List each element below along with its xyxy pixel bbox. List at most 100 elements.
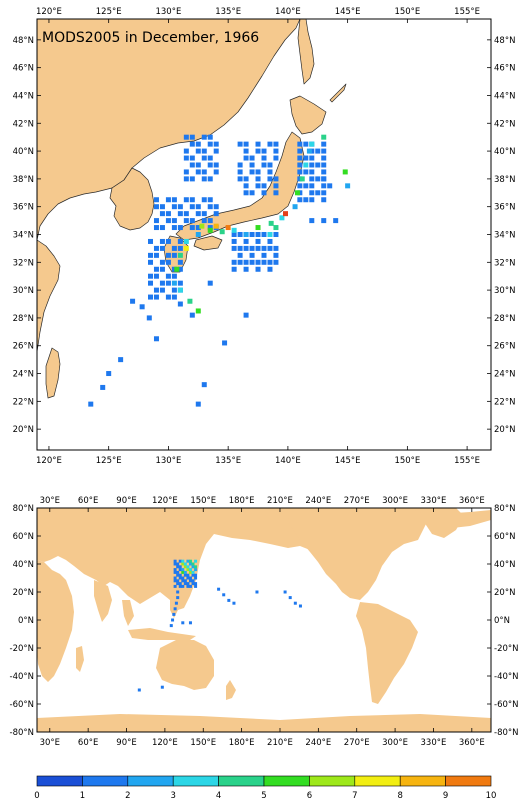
observation-cell bbox=[213, 141, 219, 147]
x-tick-label-bottom: 180°E bbox=[229, 738, 255, 748]
observation-cell bbox=[178, 565, 182, 569]
observation-cell bbox=[201, 211, 207, 217]
observation-cell bbox=[171, 618, 175, 622]
observation-cell bbox=[232, 601, 236, 605]
x-tick-label-top: 130°E bbox=[155, 7, 181, 17]
observation-cell bbox=[199, 223, 205, 229]
colorbar: 0 1 2 3 4 5 6 7 8 9 10 bbox=[34, 775, 496, 801]
observation-cell bbox=[255, 169, 261, 175]
observation-cell bbox=[173, 570, 177, 574]
observation-cell bbox=[255, 148, 261, 154]
observation-cell bbox=[181, 576, 185, 580]
observation-cell bbox=[303, 162, 309, 168]
colorbar-label: 6 bbox=[307, 791, 312, 801]
observation-cell bbox=[237, 176, 243, 182]
observation-cell bbox=[309, 155, 315, 161]
observation-cell bbox=[173, 559, 177, 563]
observation-cell bbox=[177, 238, 183, 244]
observation-cell bbox=[178, 573, 182, 577]
observation-cell bbox=[267, 232, 273, 237]
observation-cell bbox=[186, 559, 190, 563]
observation-cell bbox=[201, 169, 207, 175]
observation-cell bbox=[321, 141, 327, 147]
observation-cell bbox=[309, 176, 315, 182]
x-tick-label-bottom: 135°E bbox=[215, 456, 241, 466]
observation-cell bbox=[191, 582, 195, 586]
observation-cell bbox=[321, 176, 327, 182]
sakhalin bbox=[297, 18, 315, 85]
observation-cell bbox=[231, 232, 237, 237]
observation-cell bbox=[237, 232, 243, 237]
observation-cell bbox=[297, 169, 303, 175]
observation-cell bbox=[139, 304, 145, 310]
top-map: MODS2005 in December, 1966 120°E 120°E 125… bbox=[13, 7, 516, 466]
observation-cell bbox=[288, 596, 292, 600]
observation-cell bbox=[321, 162, 327, 168]
observation-cell bbox=[294, 190, 300, 196]
y-tick-label-right: -80°N bbox=[494, 728, 519, 738]
observation-cell bbox=[231, 245, 237, 251]
observation-cell bbox=[165, 280, 171, 286]
observation-cell bbox=[171, 218, 177, 224]
observation-cell bbox=[165, 211, 171, 217]
observation-cell bbox=[321, 148, 327, 154]
observation-cell bbox=[177, 245, 183, 251]
x-tick-label-top: 360°E bbox=[459, 496, 485, 506]
observation-cell bbox=[243, 232, 249, 237]
observation-cell bbox=[173, 579, 177, 583]
observation-cell bbox=[177, 225, 183, 231]
observation-cell bbox=[188, 559, 192, 563]
observation-cell bbox=[183, 218, 189, 224]
observation-cell bbox=[268, 220, 274, 226]
observation-cell bbox=[176, 573, 180, 577]
observation-cell bbox=[181, 570, 185, 574]
southeast-asia bbox=[122, 600, 134, 626]
observation-cell bbox=[176, 590, 180, 594]
observation-cell bbox=[153, 252, 159, 258]
observation-cell bbox=[153, 287, 159, 293]
observation-cell bbox=[255, 590, 259, 594]
observation-cell bbox=[273, 148, 279, 154]
observation-cell bbox=[171, 204, 177, 210]
observation-cell bbox=[178, 568, 182, 572]
observation-cell bbox=[243, 190, 249, 196]
y-tick-label-right: 26°N bbox=[494, 342, 515, 352]
colorbar-label: 3 bbox=[170, 791, 175, 801]
observation-cell bbox=[267, 259, 273, 265]
x-tick-label-top: 270°E bbox=[344, 496, 370, 506]
observation-cell bbox=[321, 134, 327, 140]
observation-cell bbox=[188, 579, 192, 583]
korean-peninsula bbox=[109, 167, 155, 231]
observation-cell bbox=[194, 576, 198, 580]
observation-cell bbox=[293, 601, 297, 605]
observation-cell bbox=[189, 204, 195, 210]
x-tick-label-top: 330°E bbox=[421, 496, 447, 506]
x-tick-label-bottom: 140°E bbox=[275, 456, 301, 466]
observation-cell bbox=[165, 218, 171, 224]
observation-cell bbox=[261, 148, 267, 154]
observation-cell bbox=[173, 584, 177, 588]
observation-cell bbox=[273, 155, 279, 161]
x-tick-label-top: 135°E bbox=[215, 7, 241, 17]
observation-cell bbox=[165, 252, 171, 258]
observation-cell bbox=[148, 238, 153, 244]
observation-cell bbox=[261, 259, 267, 265]
colorbar-label: 2 bbox=[125, 791, 130, 801]
x-tick-label-bottom: 90°E bbox=[116, 738, 136, 748]
observation-cell bbox=[243, 245, 249, 251]
observation-cell bbox=[173, 562, 177, 566]
observation-cell bbox=[315, 190, 321, 196]
y-tick-label-left: 42°N bbox=[13, 119, 34, 129]
observation-cell bbox=[188, 562, 192, 566]
observation-cell bbox=[249, 169, 255, 175]
observation-cell bbox=[194, 584, 198, 588]
bottom-map-ticks: 30°E 30°E 60°E 60°E 90°E 90°E 120°E 120°E 150°E 1… bbox=[10, 496, 519, 748]
colorbar-label: 8 bbox=[397, 791, 402, 801]
y-tick-label-right: 22°N bbox=[494, 397, 515, 407]
y-tick-label-right: 42°N bbox=[494, 119, 515, 129]
observation-cell bbox=[195, 225, 201, 231]
philippines bbox=[170, 596, 178, 618]
antarctica bbox=[37, 714, 491, 732]
observation-cell bbox=[255, 245, 261, 251]
observation-cell bbox=[297, 162, 303, 168]
